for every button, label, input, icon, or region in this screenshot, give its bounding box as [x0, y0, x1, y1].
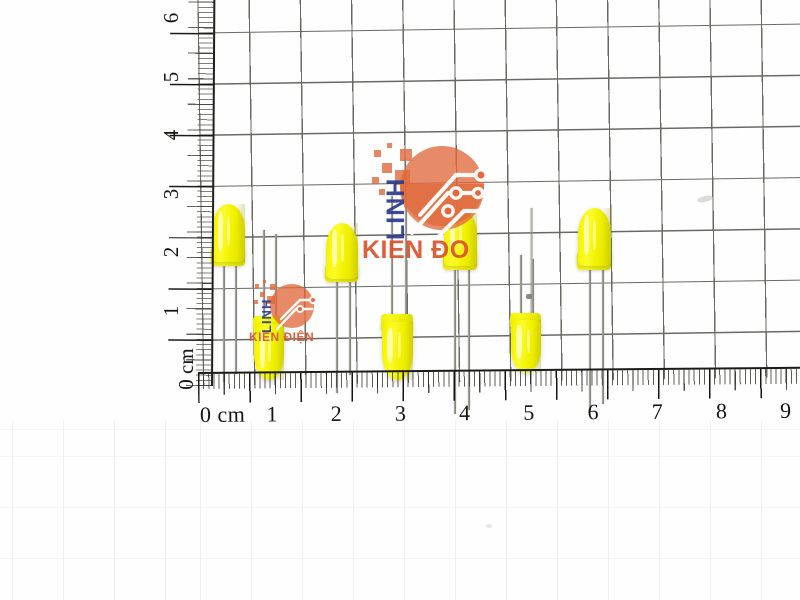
vruler-label-2: 4 [158, 129, 183, 141]
vruler-label-1: 5 [158, 71, 183, 82]
hruler-label-9: 9 [780, 397, 792, 423]
vruler-label-0: 6 [158, 12, 183, 24]
led-1-body [212, 204, 245, 262]
led-7-body [578, 208, 611, 266]
vruler-label-4: 2 [158, 246, 183, 258]
hruler-label-3: 3 [394, 400, 407, 426]
led-1-lead-a [223, 260, 225, 382]
led-3[interactable] [325, 223, 365, 393]
led-4-lead-b [405, 202, 407, 322]
led-6[interactable] [510, 255, 550, 395]
hruler-label-8: 8 [715, 398, 728, 424]
vruler-label-6: 0 cm [174, 348, 199, 390]
hruler-label-6: 6 [587, 399, 600, 425]
vruler-label-3: 3 [158, 188, 183, 199]
led-6-lead-a [520, 255, 522, 321]
led-5-body [444, 208, 477, 266]
led-1-lead-b [235, 260, 237, 374]
led-8[interactable] [524, 208, 544, 338]
paper-blemish [486, 524, 492, 528]
hruler-label-1: 1 [266, 401, 279, 427]
led-2[interactable] [253, 230, 293, 390]
led-4-lead-a [391, 196, 393, 322]
led-3-lead-a [336, 275, 338, 393]
led-3-lead-b [349, 275, 351, 375]
background-paper-grid [0, 420, 800, 600]
vertical-ruler-labels: 6 5 4 3 2 1 0 cm [150, 0, 198, 392]
led-2-lead-a [263, 230, 265, 326]
led-2-lead-b [275, 234, 277, 326]
hruler-label-5: 5 [523, 399, 535, 425]
hruler-label-7: 7 [651, 398, 664, 424]
hruler-label-0: 0 cm [199, 401, 246, 427]
led-4[interactable] [381, 196, 421, 391]
led-1[interactable] [211, 204, 251, 394]
led-5-lead-b [468, 262, 470, 410]
led-7[interactable] [577, 208, 619, 412]
led-7-lead-a [589, 262, 591, 412]
led-8-kink [526, 294, 533, 299]
hruler-label-4: 4 [459, 400, 471, 426]
vruler-label-5: 1 [158, 305, 183, 316]
led-6-body [511, 320, 541, 373]
horizontal-ruler-labels: 0 cm 1 2 3 4 5 6 7 8 9 [196, 398, 800, 436]
led-7-lead-b [602, 262, 604, 404]
hruler-label-2: 2 [330, 400, 343, 427]
led-3-body [326, 223, 358, 279]
led-8-lead-a [530, 208, 533, 324]
led-6-lead-b [532, 259, 534, 321]
led-5-lead-a [454, 262, 456, 414]
